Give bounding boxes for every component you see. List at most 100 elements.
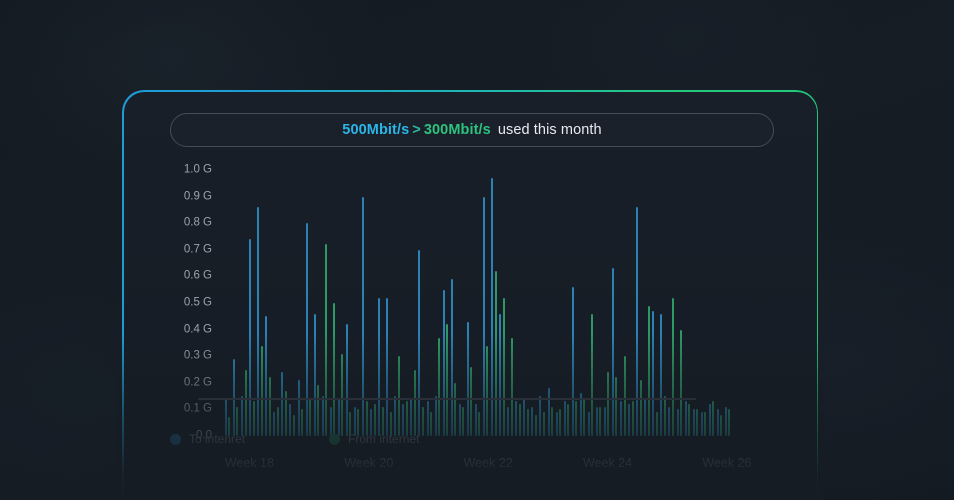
bar-to-internet <box>321 396 324 436</box>
bar-to-internet <box>555 412 558 436</box>
bar-from-internet <box>575 401 578 436</box>
bar-from-internet <box>421 406 424 436</box>
x-axis-tick: Week 26 <box>702 456 752 470</box>
bar-to-internet <box>547 388 550 436</box>
bar-to-internet <box>281 372 284 436</box>
legend-item[interactable]: To intenret <box>170 432 245 446</box>
bar-from-internet <box>631 401 634 436</box>
bar-from-internet <box>647 305 650 436</box>
bar-from-internet <box>559 409 562 436</box>
bar-to-internet <box>724 406 727 436</box>
bar-to-internet <box>539 396 542 436</box>
bar-from-internet <box>639 380 642 436</box>
bar-to-internet <box>684 401 687 436</box>
bar-to-internet <box>499 313 502 436</box>
bar-from-internet <box>728 409 731 436</box>
bar-to-internet <box>644 398 647 436</box>
bar-from-internet <box>623 356 626 436</box>
bar-to-internet <box>386 297 389 436</box>
bar-from-internet <box>655 412 658 436</box>
bar-from-internet <box>309 398 312 436</box>
bar-from-internet <box>542 412 545 436</box>
y-axis-tick: 0.5 G <box>183 296 212 309</box>
bar-to-internet <box>676 409 679 436</box>
bar-from-internet <box>720 414 723 436</box>
x-axis-tick: Week 20 <box>344 456 394 470</box>
legend-color-dot-icon <box>329 433 341 445</box>
bar-to-internet <box>362 196 365 436</box>
speed-from-label: 500Mbit/s <box>342 122 410 138</box>
bar-to-internet <box>418 249 421 436</box>
bar-from-internet <box>663 396 666 436</box>
bar-from-internet <box>599 406 602 436</box>
bar-to-internet <box>313 313 316 436</box>
bar-from-internet <box>502 297 505 436</box>
bar-to-internet <box>708 404 711 436</box>
bar-from-internet <box>438 337 441 436</box>
chart-legend: To intenret From internet <box>170 432 419 446</box>
legend-item[interactable]: From internet <box>329 432 419 446</box>
bar-to-internet <box>716 409 719 436</box>
bar-from-internet <box>244 369 247 436</box>
bar-to-internet <box>249 239 252 436</box>
bar-to-internet <box>587 412 590 436</box>
bar-to-internet <box>652 310 655 436</box>
bar-to-internet <box>224 398 227 436</box>
y-axis: 1.0 G 0.9 G 0.8 G 0.7 G 0.6 G 0.5 G 0.4 G 0.3 G… <box>152 164 212 456</box>
y-axis-tick: 0.4 G <box>183 322 212 335</box>
x-axis-tick: Week 18 <box>224 456 274 470</box>
y-axis-tick: 0.3 G <box>183 349 212 362</box>
y-axis-tick: 0.8 G <box>183 216 212 229</box>
bar-from-internet <box>430 412 433 436</box>
x-axis-tick: Week 22 <box>463 456 513 470</box>
bar-from-internet <box>478 412 481 436</box>
bar-to-internet <box>636 207 639 436</box>
bar-to-internet <box>241 396 244 436</box>
y-axis-tick: 0.7 G <box>183 243 212 256</box>
legend-color-dot-icon <box>170 433 181 445</box>
usage-card: 500Mbit/s > 300Mbit/s used this month 1.… <box>116 90 824 500</box>
bar-from-internet <box>462 406 465 436</box>
axis-baseline-rule <box>198 398 696 400</box>
legend-label: To intenret <box>189 432 246 446</box>
bar-from-internet <box>252 401 255 436</box>
bar-from-internet <box>534 414 537 436</box>
y-axis-tick: 0.9 G <box>183 189 212 202</box>
bar-to-internet <box>523 398 526 436</box>
bar-from-internet <box>591 313 594 436</box>
bar-to-internet <box>612 268 614 436</box>
bar-to-internet <box>571 287 574 436</box>
bar-to-internet <box>692 409 695 436</box>
bar-from-internet <box>696 409 699 436</box>
bar-from-internet <box>470 366 473 436</box>
bar-to-internet <box>458 404 461 436</box>
bar-to-internet <box>563 401 566 436</box>
bar-from-internet <box>704 412 707 436</box>
bar-from-internet <box>317 385 320 436</box>
chart-bars <box>224 170 732 436</box>
bar-from-internet <box>333 303 336 436</box>
y-axis-tick: 0.6 G <box>183 269 212 282</box>
y-axis-tick: 0.2 G <box>183 376 212 389</box>
bar-from-internet <box>413 369 416 436</box>
bar-to-internet <box>595 406 598 436</box>
y-axis-tick: 1.0 G <box>183 163 212 176</box>
bar-from-internet <box>671 297 674 436</box>
bar-to-internet <box>305 223 308 436</box>
bar-from-internet <box>494 271 497 436</box>
x-axis-tick: Week 24 <box>582 456 633 470</box>
bar-to-internet <box>394 396 397 436</box>
speed-to-label: 300Mbit/s <box>423 122 491 138</box>
bar-to-internet <box>507 406 510 436</box>
bar-to-internet <box>620 401 623 436</box>
x-axis: Week 18 Week 20 Week 22 Week 24 Week 26 <box>152 456 792 476</box>
bar-from-internet <box>679 329 682 436</box>
bar-to-internet <box>442 289 445 436</box>
bar-to-internet <box>700 412 703 436</box>
usage-period-text: used this month <box>497 122 602 138</box>
bar-from-internet <box>712 401 715 436</box>
bar-to-internet <box>603 406 606 436</box>
bar-to-internet <box>426 401 429 436</box>
bar-from-internet <box>583 398 586 436</box>
bar-from-internet <box>486 345 489 436</box>
